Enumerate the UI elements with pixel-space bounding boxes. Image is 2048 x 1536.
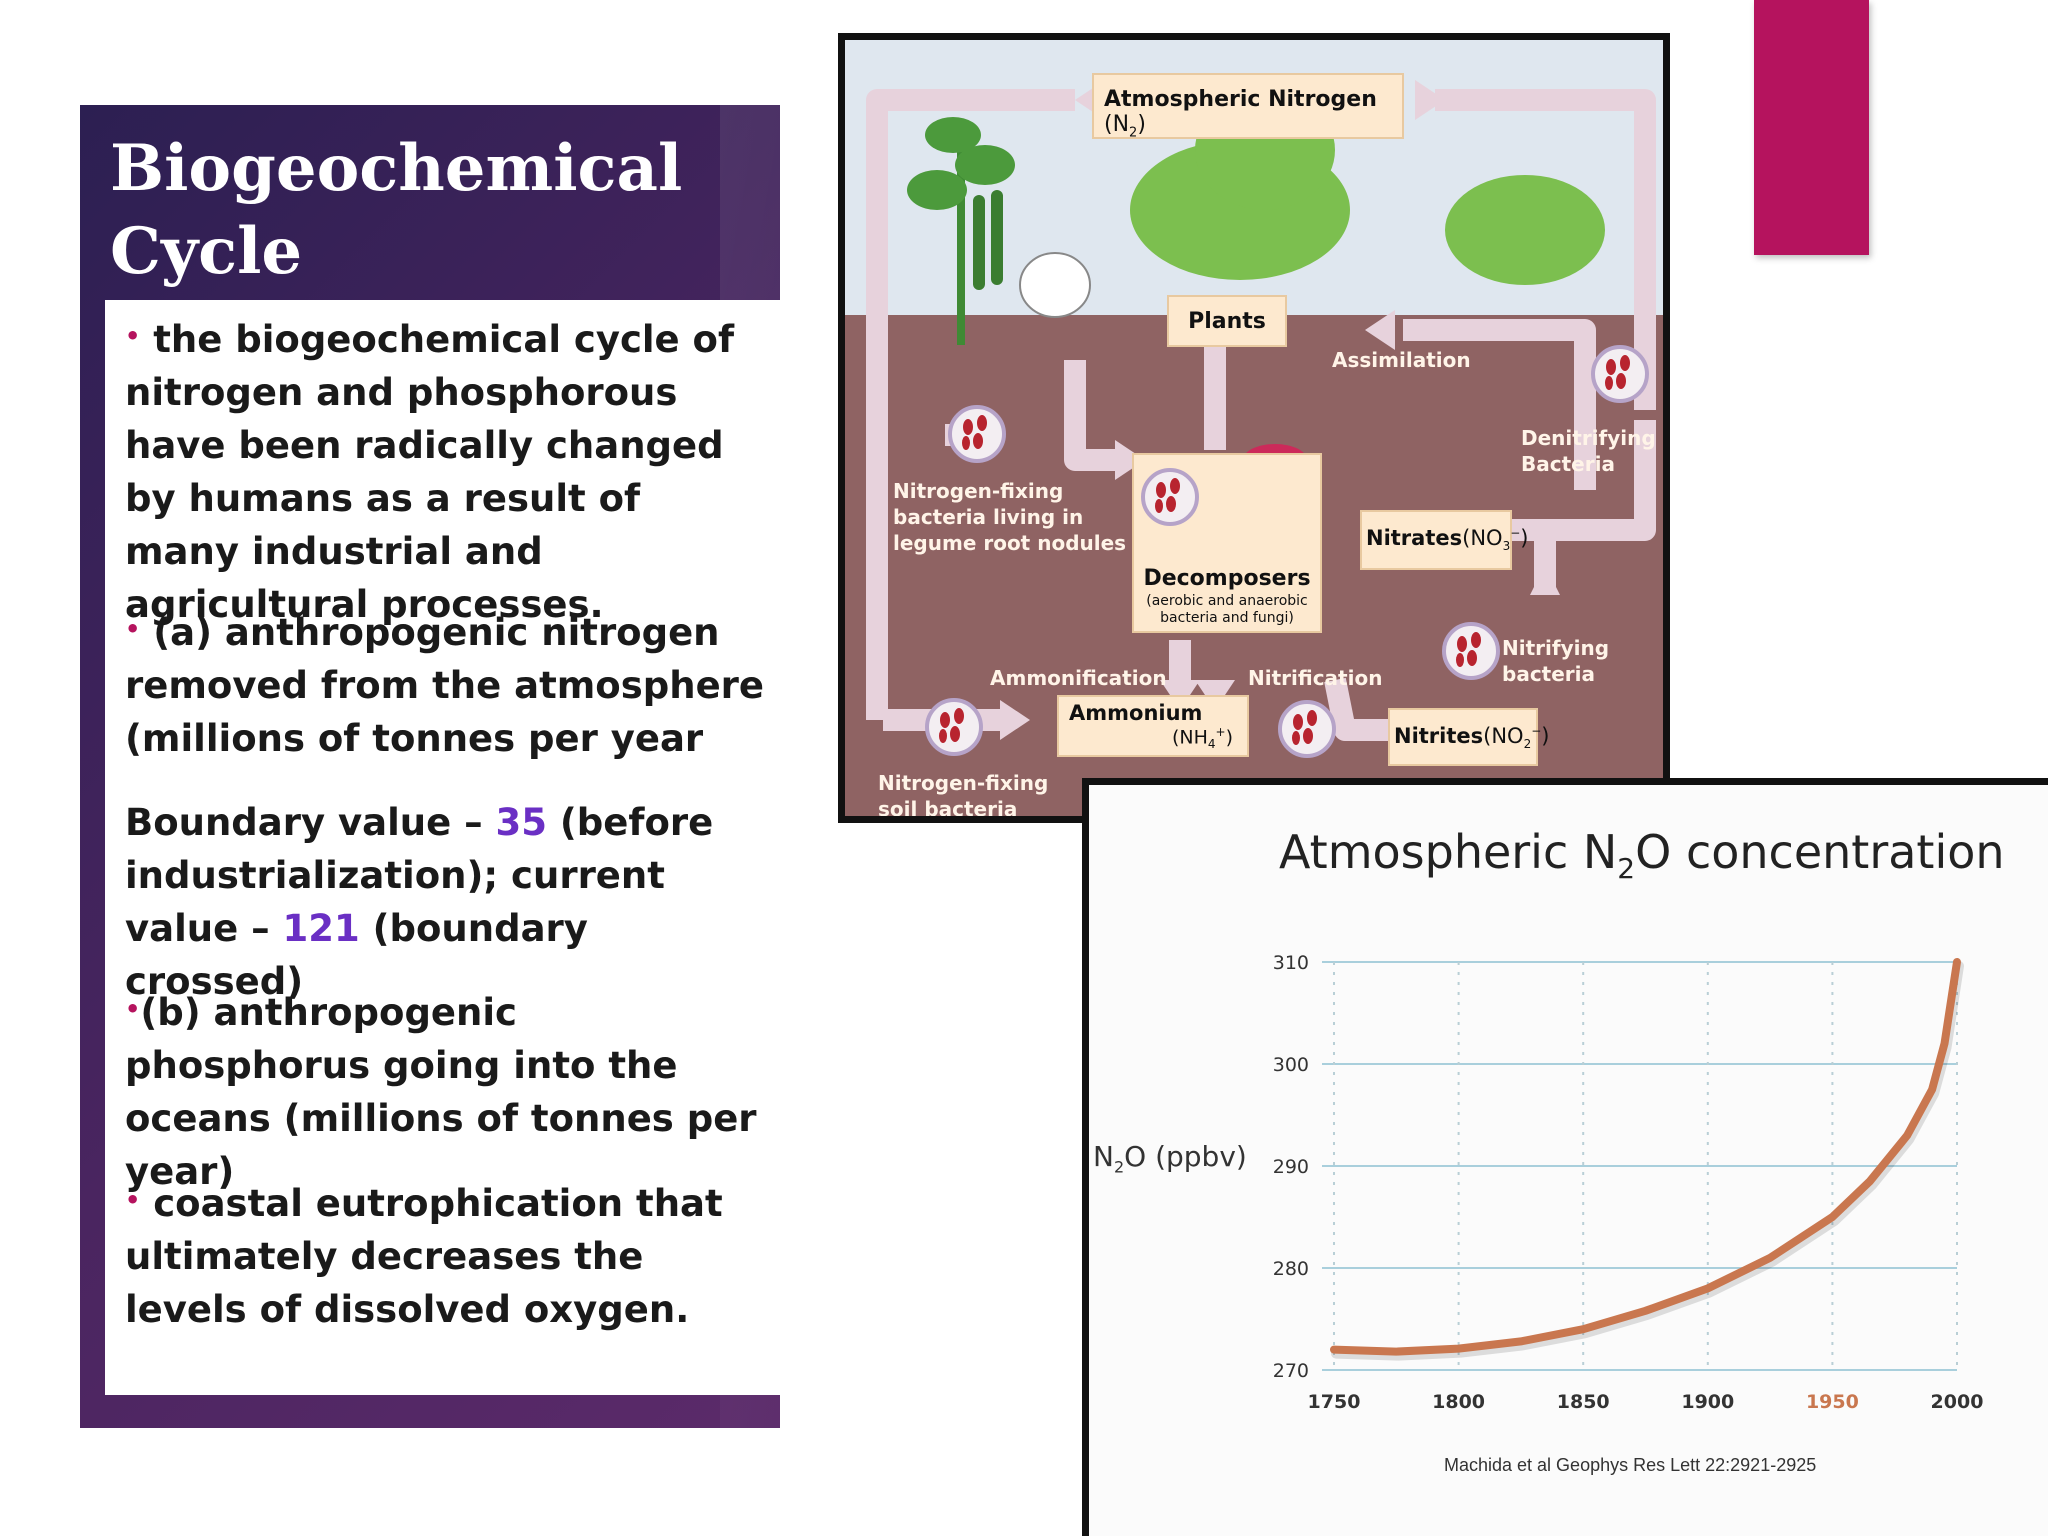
x-tick-label: 1850 <box>1557 1391 1610 1413</box>
bacteria-cell-icon <box>948 405 1006 463</box>
nitrites-superscript: − <box>1531 724 1542 738</box>
arrow-denitrify <box>1505 420 1656 541</box>
nitrifying-label: Nitrifying bacteria <box>1502 636 1610 686</box>
atmospheric-nitrogen-box: Atmospheric Nitrogen (N2) <box>1092 73 1404 141</box>
nitrification-label: Nitrification <box>1248 666 1383 690</box>
bullet-3: •(b) anthropogenic phosphorus going into… <box>125 983 765 1198</box>
arrow-left-loop <box>866 89 1075 720</box>
y-tick-label: 290 <box>1273 1156 1309 1178</box>
legume-plant <box>907 117 1015 345</box>
bacteria-cell-icon <box>1278 700 1336 758</box>
boundary-part-3: (boundary crossed) <box>125 907 588 1003</box>
nitrites-box: Nitrites(NO2−) <box>1388 708 1550 766</box>
decomposers-sublabel: (aerobic and anaerobic bacteria and fung… <box>1146 593 1308 626</box>
nitrates-box: Nitrates(NO3−) <box>1360 510 1528 570</box>
y-axis-label-sub: 2 <box>1113 1157 1125 1177</box>
boundary-value: 35 <box>495 801 547 844</box>
soil-bacteria-label: Nitrogen-fixing soil bacteria <box>878 771 1049 821</box>
nitrates-label: Nitrates <box>1366 526 1463 550</box>
legume-bacteria-label: Nitrogen-fixing bacteria living in legum… <box>893 479 1127 555</box>
bacteria-cell-icon <box>925 698 983 756</box>
atmospheric-formula: (N <box>1104 112 1130 137</box>
nitrogen-cycle-diagram: Atmospheric Nitrogen (N2) Plants Assimil… <box>838 33 1670 823</box>
current-value: 121 <box>282 907 360 950</box>
bullet-4-text: coastal eutrophication that ultimately d… <box>125 1182 723 1331</box>
slide-title: Biogeochemical Cycle <box>110 131 683 289</box>
x-tick-label: 2000 <box>1931 1391 1984 1413</box>
arrow-assimilation <box>1403 319 1596 490</box>
y-axis-label-pre: N <box>1093 1140 1114 1173</box>
nitrites-formula: (NO <box>1483 724 1524 748</box>
denitrifying-label: Denitrifying Bacteria <box>1521 426 1656 476</box>
nitrates-subscript: 3 <box>1502 539 1511 554</box>
bullet-3-text: (b) anthropogenic phosphorus going into … <box>125 991 757 1193</box>
boundary-part-1: Boundary value – <box>125 801 496 844</box>
bullet-dot: • <box>125 615 141 643</box>
bullet-dot: • <box>125 1186 141 1214</box>
arrow-head-nitrates <box>1530 565 1560 595</box>
nitrites-subscript: 2 <box>1523 737 1532 752</box>
arrow-head-to-decomp <box>1115 440 1145 480</box>
y-tick-label: 280 <box>1273 1258 1309 1280</box>
y-tick-label: 300 <box>1273 1054 1309 1076</box>
atmospheric-subscript: 2 <box>1129 125 1138 141</box>
plants-box: Plants <box>1167 295 1287 347</box>
text-box: • the biogeochemical cycle of nitrogen a… <box>105 300 781 1395</box>
bullet-2-text: (a) anthropogenic nitrogen removed from … <box>125 611 765 760</box>
decomposers-label: Decomposers <box>1143 566 1311 591</box>
arrow-head-atm-right <box>1415 80 1445 120</box>
boundary-text: Boundary value – 35 (before industrializ… <box>125 796 765 1008</box>
bullet-1-text: the biogeochemical cycle of nitrogen and… <box>125 318 735 626</box>
ammonium-formula: (NH <box>1171 726 1208 749</box>
chart-title-sub: 2 <box>1617 852 1636 886</box>
bullet-4: • coastal eutrophication that ultimately… <box>125 1174 765 1336</box>
bacteria-cell-icon <box>1442 622 1500 680</box>
series-line-shadow <box>1331 961 1964 1361</box>
rabbit-shape <box>1019 252 1091 318</box>
ammonium-superscript: + <box>1215 725 1226 739</box>
bullet-dot: • <box>125 322 141 350</box>
assimilation-label: Assimilation <box>1332 348 1471 372</box>
nitrates-formula: (NO <box>1462 526 1503 550</box>
ammonium-label: Ammonium <box>1069 701 1203 725</box>
nitrites-label: Nitrites <box>1394 724 1484 748</box>
arrow-head-assimilation <box>1365 310 1395 350</box>
y-tick-label: 310 <box>1273 952 1309 974</box>
chart-title-post: O concentration <box>1635 825 2005 879</box>
atmospheric-close: ) <box>1137 112 1146 137</box>
arrow-right-loop <box>1435 89 1656 410</box>
bacteria-cell-icon <box>1591 345 1649 403</box>
chart-title-pre: Atmospheric N <box>1279 825 1618 879</box>
chart-title: Atmospheric N2O concentration <box>1279 825 2005 885</box>
ammonium-box: Ammonium (NH4+) <box>1057 695 1249 757</box>
ammonification-label: Ammonification <box>990 666 1167 690</box>
accent-bar <box>1754 0 1869 255</box>
bullet-dot: • <box>125 995 141 1023</box>
ammonium-subscript: 4 <box>1207 737 1216 752</box>
ammonium-formula-wrap: (NH4+) <box>1171 725 1233 752</box>
y-axis-label: N2O (ppbv) <box>1093 1140 1247 1177</box>
boundary-part-2: (before industrialization); current valu… <box>125 801 714 950</box>
chart-plot-area: 270 280 290 300 310 1750 1800 1850 1900 1950 2000 <box>1273 952 1984 1413</box>
x-tick-label: 1800 <box>1432 1391 1485 1413</box>
bullet-2: • (a) anthropogenic nitrogen removed fro… <box>125 603 765 765</box>
arrow-nitrification <box>1324 677 1405 741</box>
arrow-to-decomp <box>1064 360 1125 471</box>
x-tick-label: 1900 <box>1681 1391 1734 1413</box>
series-line <box>1330 958 1961 1356</box>
atmospheric-label: Atmospheric Nitrogen <box>1104 87 1377 112</box>
x-tick-label: 1950 <box>1806 1391 1859 1413</box>
nitrates-superscript: − <box>1510 526 1521 540</box>
x-tick-label: 1750 <box>1308 1391 1361 1413</box>
chart-source: Machida et al Geophys Res Lett 22:2921-2… <box>1444 1455 1817 1475</box>
bullet-1: • the biogeochemical cycle of nitrogen a… <box>125 310 765 631</box>
y-axis-label-post: O (ppbv) <box>1124 1140 1247 1173</box>
n2o-chart: Atmospheric N2O concentration N2O (ppbv)… <box>1082 778 2048 1536</box>
bacteria-cell-icon <box>1141 468 1199 526</box>
y-tick-label: 270 <box>1273 1360 1309 1382</box>
arrow-head-ammonium <box>1000 700 1030 740</box>
